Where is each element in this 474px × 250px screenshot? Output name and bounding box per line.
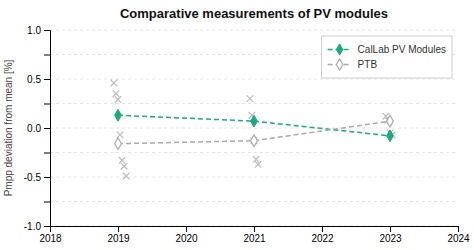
series (115, 115, 394, 149)
tick-mark (254, 226, 255, 232)
tick-label: -0.5 (24, 172, 42, 183)
tick-label: 2019 (107, 233, 130, 244)
tick: 2024 (447, 226, 470, 244)
tick (44, 153, 50, 154)
legend-entry: CalLab PV Modules (328, 44, 446, 55)
tick-mark (44, 153, 50, 154)
point (115, 138, 122, 150)
legend-label: PTB (358, 59, 378, 70)
point (119, 157, 126, 164)
point (123, 173, 130, 180)
tick-mark (44, 55, 50, 56)
tick-label: 0.5 (27, 74, 41, 85)
y-axis-title: Pmpp deviation from mean [%] (3, 59, 14, 196)
tick-mark (44, 177, 50, 178)
tick: -0.5 (24, 172, 50, 183)
tick-mark (118, 226, 119, 232)
tick: 2022 (311, 226, 334, 244)
point (115, 109, 122, 121)
marks (111, 80, 396, 180)
point (247, 95, 254, 102)
point (111, 80, 118, 87)
tick: 2020 (175, 226, 198, 244)
tick: 0.0 (27, 123, 50, 134)
tick-mark (186, 226, 187, 232)
tick-mark (44, 104, 50, 105)
tick: -1.0 (24, 221, 50, 232)
point (387, 115, 394, 127)
point (251, 115, 258, 127)
tick: 0.5 (27, 74, 50, 85)
tick-label: 2018 (39, 233, 62, 244)
grid-line (50, 152, 458, 153)
tick-label: 1.0 (27, 25, 41, 36)
tick (44, 55, 50, 56)
tick-mark (44, 128, 50, 129)
axis-line (44, 31, 51, 227)
legend-swatch-marker (336, 59, 342, 70)
point (115, 96, 122, 103)
tick-mark (390, 226, 391, 232)
legend-entry: PTB (328, 59, 378, 70)
tick: 2023 (379, 226, 402, 244)
tick-mark (44, 202, 50, 203)
chart: 2018 2019 2020 2021 2022 2023 2024 -1.0 -0.5 0.0 0… (0, 0, 474, 250)
y-axis: -1.0 -0.5 0.0 0.5 1.0 (24, 25, 51, 232)
point (113, 90, 120, 97)
grid-line (50, 30, 458, 31)
line (118, 115, 390, 136)
x-axis: 2018 2019 2020 2021 2022 2023 2024 (39, 226, 470, 244)
tick-label: 2020 (175, 233, 198, 244)
series (111, 80, 396, 180)
tick-label: 0.0 (27, 123, 41, 134)
tick: 2019 (107, 226, 130, 244)
point (121, 163, 128, 170)
tick-mark (44, 79, 50, 80)
legend-swatch-marker (336, 44, 342, 55)
grid (50, 30, 458, 226)
tick-label: -1.0 (24, 221, 42, 232)
grid-line (50, 79, 458, 80)
axis-line (51, 227, 459, 233)
point (251, 135, 258, 147)
grid-line (50, 201, 458, 202)
tick: 1.0 (27, 25, 50, 36)
tick-mark (44, 30, 50, 31)
tick-mark (44, 226, 50, 227)
tick-label: 2023 (379, 233, 402, 244)
tick (44, 202, 50, 203)
legend-label: CalLab PV Modules (358, 44, 446, 55)
tick: 2018 (39, 226, 62, 244)
tick-mark (458, 226, 459, 232)
point (387, 130, 394, 142)
tick (44, 104, 50, 105)
legend: CalLab PV Modules PTB (322, 36, 452, 78)
point (255, 161, 262, 168)
grid-line (50, 103, 458, 104)
tick-label: 2024 (447, 233, 470, 244)
tick-label: 2021 (243, 233, 266, 244)
legend-box (322, 36, 452, 78)
tick-label: 2022 (311, 233, 334, 244)
grid-line (50, 177, 458, 178)
title: Comparative measurements of PV modules (120, 6, 388, 21)
plot-area: 2018 2019 2020 2021 2022 2023 2024 -1.0 -0.5 0.0 0… (24, 25, 470, 244)
tick: 2021 (243, 226, 266, 244)
tick-mark (322, 226, 323, 232)
